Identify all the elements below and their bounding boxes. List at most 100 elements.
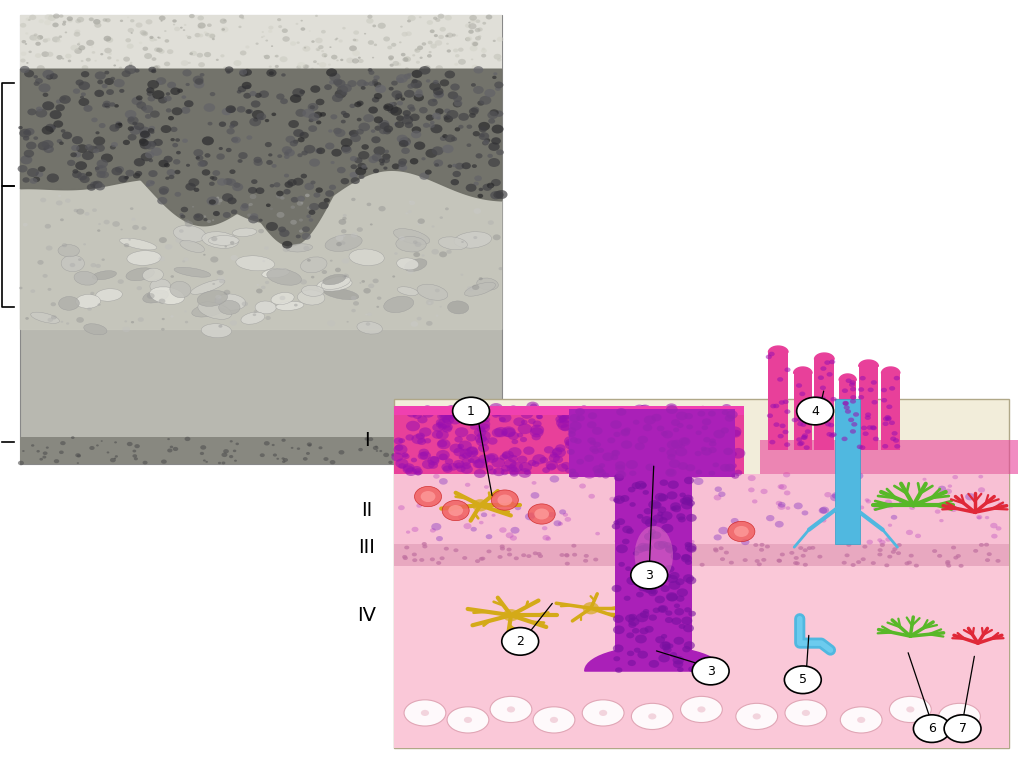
Ellipse shape <box>58 297 79 311</box>
Circle shape <box>635 546 644 553</box>
Circle shape <box>110 124 120 132</box>
Ellipse shape <box>939 703 980 729</box>
Circle shape <box>752 499 758 503</box>
Ellipse shape <box>316 278 352 291</box>
Circle shape <box>666 469 677 477</box>
Circle shape <box>422 408 434 418</box>
Circle shape <box>603 439 610 444</box>
Circle shape <box>215 295 221 299</box>
Circle shape <box>784 367 791 372</box>
Circle shape <box>658 447 666 453</box>
Circle shape <box>532 420 542 427</box>
Circle shape <box>134 444 140 448</box>
Circle shape <box>667 644 674 648</box>
Circle shape <box>226 179 237 186</box>
Circle shape <box>635 634 647 644</box>
Circle shape <box>430 44 437 48</box>
Circle shape <box>569 414 581 422</box>
Circle shape <box>400 25 402 28</box>
Circle shape <box>676 415 683 420</box>
Circle shape <box>347 80 356 87</box>
Circle shape <box>39 84 50 93</box>
Circle shape <box>483 140 489 144</box>
Circle shape <box>639 469 648 475</box>
Circle shape <box>731 448 745 459</box>
Circle shape <box>50 125 55 129</box>
Circle shape <box>645 518 657 528</box>
Circle shape <box>315 15 317 17</box>
Circle shape <box>71 153 77 157</box>
Circle shape <box>190 51 197 56</box>
Circle shape <box>329 80 335 84</box>
Circle shape <box>494 54 502 60</box>
Circle shape <box>437 418 452 429</box>
Circle shape <box>249 202 253 206</box>
Circle shape <box>374 75 380 80</box>
Circle shape <box>413 558 418 562</box>
Circle shape <box>490 191 502 199</box>
Circle shape <box>477 406 489 415</box>
Ellipse shape <box>890 696 931 723</box>
Circle shape <box>472 64 478 70</box>
Circle shape <box>203 218 208 221</box>
Circle shape <box>212 283 215 285</box>
Circle shape <box>108 56 112 60</box>
Circle shape <box>692 437 699 443</box>
Circle shape <box>139 30 146 35</box>
Circle shape <box>923 478 927 481</box>
Circle shape <box>477 430 490 441</box>
Circle shape <box>613 495 625 504</box>
Circle shape <box>184 311 186 312</box>
Circle shape <box>821 518 826 522</box>
Circle shape <box>234 459 237 462</box>
Circle shape <box>915 534 921 538</box>
Circle shape <box>766 515 774 522</box>
Circle shape <box>77 43 80 45</box>
Circle shape <box>721 426 732 434</box>
Circle shape <box>358 448 362 451</box>
Circle shape <box>290 140 298 146</box>
Circle shape <box>250 213 258 219</box>
Circle shape <box>406 434 414 441</box>
Circle shape <box>304 145 315 153</box>
Circle shape <box>795 561 800 565</box>
Circle shape <box>208 122 213 126</box>
Circle shape <box>824 360 830 365</box>
Circle shape <box>507 552 512 556</box>
Circle shape <box>478 188 483 191</box>
Circle shape <box>136 286 142 290</box>
Circle shape <box>681 554 690 561</box>
Circle shape <box>139 41 142 44</box>
Circle shape <box>563 406 571 412</box>
Circle shape <box>224 67 233 73</box>
Circle shape <box>391 453 403 462</box>
Circle shape <box>475 28 480 32</box>
Ellipse shape <box>302 285 324 296</box>
Circle shape <box>182 69 191 77</box>
Circle shape <box>907 561 912 565</box>
Circle shape <box>56 55 62 60</box>
Circle shape <box>19 66 30 73</box>
Circle shape <box>301 233 311 240</box>
Circle shape <box>401 453 409 457</box>
Circle shape <box>825 422 831 426</box>
Circle shape <box>572 430 582 438</box>
Circle shape <box>790 551 795 555</box>
Circle shape <box>431 523 441 531</box>
Circle shape <box>219 147 223 150</box>
Circle shape <box>199 160 208 166</box>
Circle shape <box>293 140 299 144</box>
Circle shape <box>152 69 157 73</box>
Circle shape <box>186 163 190 167</box>
Circle shape <box>683 496 688 500</box>
Circle shape <box>147 87 152 91</box>
Circle shape <box>299 229 303 232</box>
Circle shape <box>595 532 600 535</box>
Circle shape <box>521 420 527 425</box>
Circle shape <box>325 84 332 90</box>
Circle shape <box>633 420 640 425</box>
Circle shape <box>660 431 668 436</box>
Circle shape <box>671 419 680 426</box>
Circle shape <box>95 183 105 190</box>
Circle shape <box>552 448 562 456</box>
